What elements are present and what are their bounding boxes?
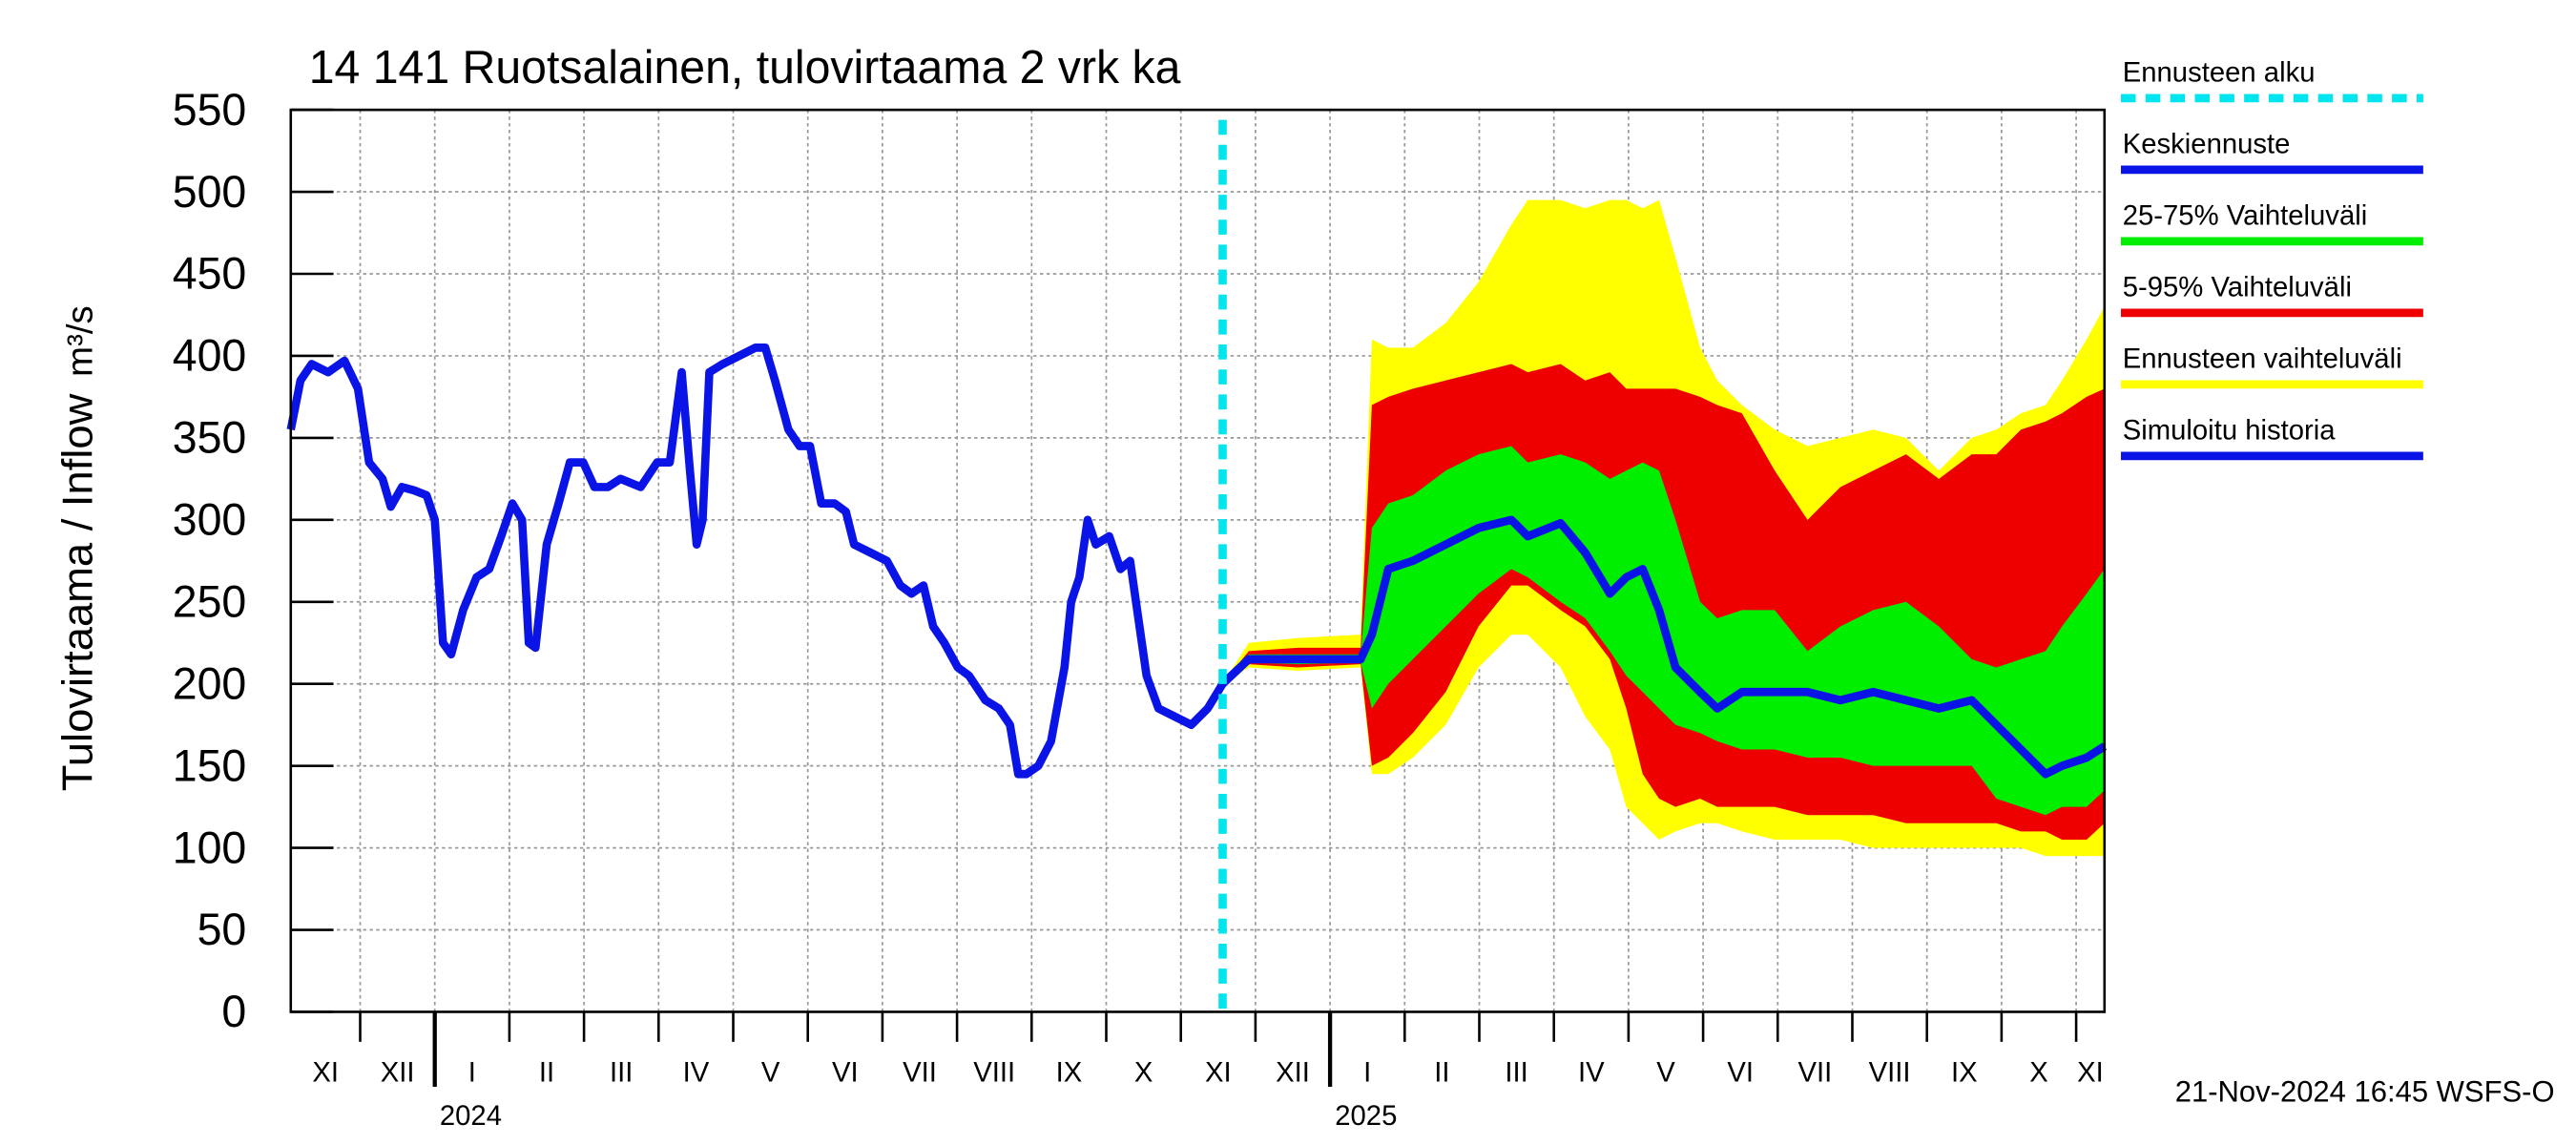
x-tick-label: II bbox=[1434, 1057, 1449, 1089]
x-tick-label: IV bbox=[683, 1057, 710, 1089]
x-tick-label: XII bbox=[1276, 1057, 1310, 1089]
y-tick-label: 450 bbox=[173, 248, 247, 298]
x-tick-label: XII bbox=[381, 1057, 415, 1089]
plot-frame bbox=[289, 108, 2107, 1013]
x-tick-label: VII bbox=[903, 1057, 937, 1089]
y-tick-label: 250 bbox=[173, 576, 247, 626]
year-label: 2024 bbox=[440, 1100, 502, 1132]
series-line bbox=[286, 343, 1227, 779]
x-tick-label: III bbox=[610, 1057, 633, 1089]
y-tick-label: 300 bbox=[173, 494, 247, 544]
x-tick-label: V bbox=[761, 1057, 780, 1089]
x-tick-label: X bbox=[1134, 1057, 1153, 1089]
legend: Ennusteen alku Keskiennuste 25-75% Vaihtel… bbox=[2121, 56, 2423, 461]
x-tick-label: VIII bbox=[1869, 1057, 1911, 1089]
legend-label: 25-75% Vaihteluväli bbox=[2123, 199, 2367, 231]
x-tick-label: IX bbox=[1056, 1057, 1083, 1089]
y-tick-label: 400 bbox=[173, 330, 247, 380]
x-tick-label: VIII bbox=[973, 1057, 1015, 1089]
x-tick-label: I bbox=[1363, 1057, 1371, 1089]
y-tick-label: 350 bbox=[173, 412, 247, 462]
legend-label: Simuloitu historia bbox=[2123, 414, 2336, 446]
x-tick-label: II bbox=[539, 1057, 554, 1089]
y-tick-label: 200 bbox=[173, 658, 247, 708]
series-line bbox=[1219, 515, 2108, 779]
y-tick-label: 0 bbox=[221, 987, 246, 1036]
x-tick-label: IV bbox=[1578, 1057, 1605, 1089]
footer: 21-Nov-2024 16:45 WSFS-O bbox=[2175, 1074, 2555, 1108]
x-tick-label: V bbox=[1656, 1057, 1675, 1089]
x-tick-label: IX bbox=[1951, 1057, 1978, 1089]
legend-label: Ennusteen alku bbox=[2123, 56, 2316, 88]
x-tick-label: XI bbox=[312, 1057, 339, 1089]
x-tick-label: I bbox=[468, 1057, 476, 1089]
y-tick-label: 550 bbox=[173, 85, 247, 135]
y-tick-label: 500 bbox=[173, 166, 247, 216]
x-tick-label: VI bbox=[832, 1057, 859, 1089]
year-label: 2025 bbox=[1335, 1100, 1397, 1132]
legend-label: 5-95% Vaihteluväli bbox=[2123, 271, 2352, 302]
y-tick-label: 150 bbox=[173, 740, 247, 790]
y-tick-label: 100 bbox=[173, 822, 247, 872]
y-tick-label: 50 bbox=[197, 905, 247, 954]
x-tick-label: XI bbox=[1205, 1057, 1232, 1089]
x-tick-label: VI bbox=[1727, 1057, 1754, 1089]
x-tick-label: III bbox=[1505, 1057, 1527, 1089]
legend-label: Keskiennuste bbox=[2123, 128, 2291, 159]
x-tick-label: X bbox=[2029, 1057, 2048, 1089]
y-axis-unit: m³/s bbox=[60, 305, 101, 377]
chart-title: 14 141 Ruotsalainen, tulovirtaama 2 vrk … bbox=[309, 42, 1181, 94]
y-axis-label: Tulovirtaama / Inflow bbox=[53, 393, 102, 791]
x-tick-label: XI bbox=[2077, 1057, 2104, 1089]
legend-label: Ennusteen vaihteluväli bbox=[2123, 343, 2402, 374]
x-tick-label: VII bbox=[1797, 1057, 1832, 1089]
